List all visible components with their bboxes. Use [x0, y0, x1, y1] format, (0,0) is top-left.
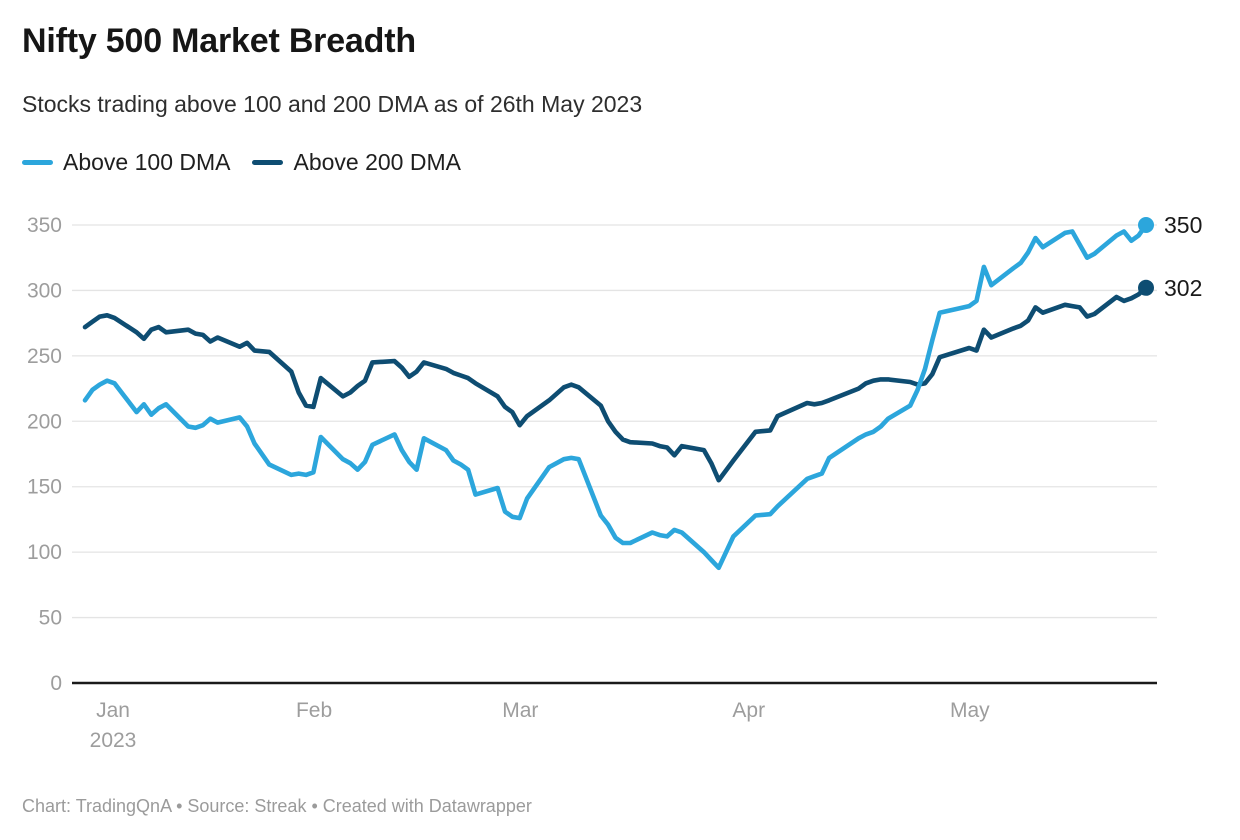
line-above-100-dma: [82, 222, 1149, 571]
end-value-label-above-200-dma: 302: [1164, 275, 1202, 301]
y-axis-tick-label: 150: [27, 476, 62, 499]
y-axis-tick-label: 300: [27, 279, 62, 302]
x-axis-year-label: 2023: [90, 729, 137, 752]
y-axis-tick-label: 0: [50, 672, 62, 695]
x-axis-tick-label: Mar: [502, 699, 538, 722]
x-axis-tick-label: Jan: [96, 699, 130, 722]
legend-label: Above 200 DMA: [293, 149, 461, 175]
legend-item-above-100-dma: Above 100 DMA: [22, 149, 230, 176]
y-axis-tick-label: 100: [27, 541, 62, 564]
line-above-200-dma: [82, 285, 1149, 483]
y-axis-tick-label: 50: [39, 607, 62, 630]
y-axis-tick-label: 250: [27, 345, 62, 368]
x-axis-tick-label: Apr: [732, 699, 765, 722]
end-dot-above-100-dma: [1138, 217, 1154, 233]
end-value-label-above-100-dma: 350: [1164, 212, 1202, 238]
y-axis-tick-label: 200: [27, 410, 62, 433]
legend-swatch-above-100-dma-icon: [22, 160, 53, 165]
x-axis-tick-label: Feb: [296, 699, 332, 722]
end-dot-above-200-dma: [1138, 279, 1154, 296]
x-axis-tick-label: May: [950, 699, 990, 722]
legend-label: Above 100 DMA: [63, 149, 231, 175]
y-axis-tick-label: 350: [27, 214, 62, 237]
chart-title: Nifty 500 Market Breadth: [22, 22, 416, 60]
legend-swatch-above-200-dma-icon: [252, 160, 284, 165]
legend-item-above-200-dma: Above 200 DMA: [252, 149, 461, 176]
chart-footer: Chart: TradingQnA • Source: Streak • Cre…: [22, 796, 532, 816]
chart-subtitle: Stocks trading above 100 and 200 DMA as …: [22, 91, 643, 117]
legend: Above 100 DMA Above 200 DMA: [22, 149, 461, 176]
